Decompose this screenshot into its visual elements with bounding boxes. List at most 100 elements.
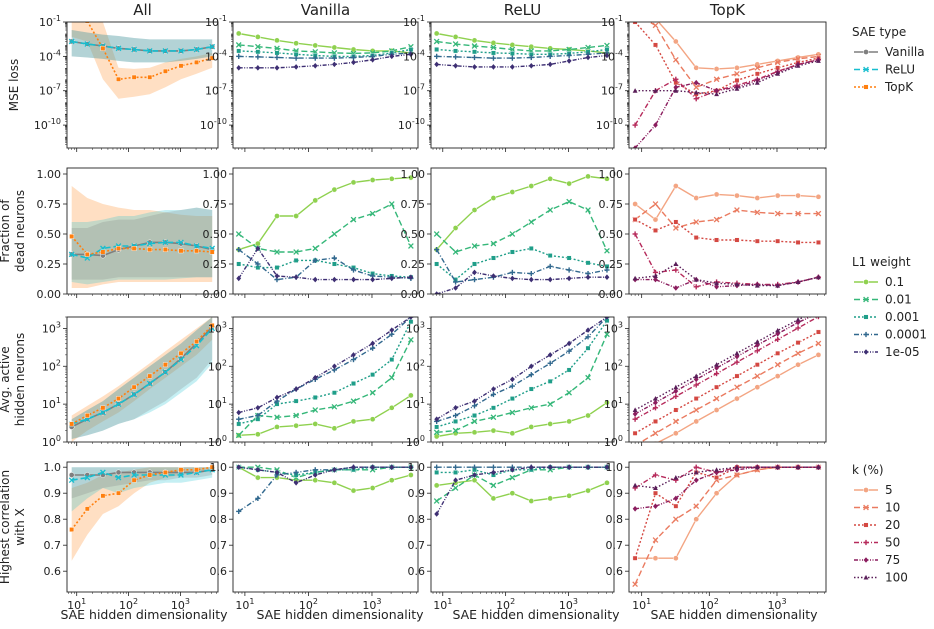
point-topk-50: [795, 325, 801, 331]
point-relu-1e-05: [453, 477, 458, 483]
point-relu-1e-05: [566, 464, 572, 470]
panel-topk-row0: 10-1 10-4 10-7 10-10: [596, 14, 827, 152]
row-label-3-1: with X: [13, 508, 27, 546]
point-vanilla-0.0001: [255, 495, 261, 501]
point-vanilla-0.0001: [293, 55, 299, 61]
point-vanilla-1e-05: [408, 464, 414, 470]
axes-frame: [232, 167, 419, 295]
point-topk-10: [672, 56, 679, 63]
point-topk-10: [774, 210, 781, 217]
point-relu-0.001: [434, 424, 440, 430]
axes-frame: [628, 316, 827, 443]
point-topk-100: [673, 88, 679, 93]
point-relu-0.0001: [490, 464, 497, 470]
point-relu-0.1: [547, 175, 554, 182]
point-relu-0.0001: [471, 464, 478, 470]
y-tick-label: 0.00: [203, 288, 228, 301]
point-vanilla-0.1: [388, 175, 395, 182]
y-tick-label: 0.25: [401, 258, 426, 271]
point-relu-0.0001: [528, 54, 534, 61]
point-relu-0.01: [433, 498, 440, 504]
legend-item: 0.0001: [885, 328, 927, 342]
point-topk-5: [795, 192, 801, 199]
point-relu: [115, 474, 122, 481]
row-label-2-1: hidden neurons: [13, 333, 27, 426]
point-vanilla-0.1: [255, 431, 261, 438]
point-vanilla-0.1: [331, 44, 338, 51]
line-vanilla-0.01: [238, 339, 412, 436]
point-topk-20: [734, 237, 740, 243]
point-topk: [194, 339, 199, 344]
point-topk-10: [693, 503, 700, 510]
point-relu: [100, 469, 106, 476]
point-vanilla-0.0001: [274, 54, 280, 61]
point-relu-0.001: [547, 378, 553, 384]
point-relu-1e-05: [604, 52, 610, 59]
line-topk-100: [635, 466, 819, 489]
point-topk: [84, 251, 90, 257]
point-topk-5: [693, 516, 700, 523]
point-vanilla-0.001: [236, 421, 242, 427]
line-relu: [71, 469, 213, 481]
point-vanilla-0.01: [274, 45, 280, 52]
x-tick-label: 101: [632, 597, 651, 612]
point-topk-20: [795, 239, 801, 245]
point-topk-100: [673, 475, 679, 480]
point-topk-10: [734, 384, 740, 391]
y-tick-label: 0.9: [210, 487, 228, 500]
point-vanilla-0.1: [369, 485, 376, 491]
y-tick-label: 10-4: [205, 48, 227, 63]
point-vanilla-0.0001: [293, 469, 299, 475]
line-topk-5: [657, 22, 819, 70]
line-vanilla-0.01: [238, 44, 412, 55]
y-tick-label: 10-1: [403, 14, 425, 29]
band-vanilla: [71, 317, 213, 439]
point-topk: [100, 45, 106, 51]
line-vanilla-0.0001: [238, 317, 412, 420]
point-topk-75: [673, 285, 679, 291]
point-vanilla-0.001: [236, 261, 242, 267]
point-vanilla-0.1: [408, 174, 414, 181]
point-relu-0.01: [528, 219, 535, 225]
line-relu-0.1: [436, 479, 608, 502]
point-topk-100: [795, 63, 801, 68]
point-topk-5: [633, 443, 638, 448]
y-tick-label: 10-10: [200, 117, 227, 132]
legend-item: TopK: [884, 80, 914, 94]
point-relu-0.01: [490, 44, 497, 51]
point-topk-100: [816, 274, 821, 280]
band-topk: [71, 22, 213, 99]
line-relu-0.1: [436, 32, 608, 54]
point-topk: [209, 249, 215, 255]
line-relu-0.01: [436, 200, 608, 253]
point-relu-0.1: [528, 424, 535, 430]
point-relu-0.001: [453, 48, 458, 54]
point-relu-0.1: [509, 430, 516, 437]
point-vanilla-1e-05: [389, 53, 395, 60]
point-relu-0.0001: [490, 391, 497, 398]
point-topk-50: [693, 96, 699, 102]
point-relu-0.0001: [452, 279, 459, 285]
point-vanilla-1e-05: [370, 464, 376, 470]
point-topk-100: [795, 279, 801, 284]
point-vanilla-1e-05: [236, 409, 242, 416]
point-relu-1e-05: [547, 352, 553, 358]
point-relu-0.0001: [528, 271, 534, 277]
point-topk-50: [673, 393, 679, 400]
point-vanilla-0.1: [255, 474, 261, 481]
y-tick-label: 100: [42, 434, 61, 449]
line-topk-100: [635, 60, 819, 95]
point-vanilla-0.01: [350, 398, 357, 404]
line-vanilla: [71, 469, 213, 476]
point-vanilla-0.0001: [255, 412, 261, 419]
point-relu-0.01: [528, 404, 535, 411]
panel-topk-row2: 100 101 102 103: [604, 316, 827, 449]
point-vanilla-1e-05: [331, 363, 337, 370]
point-topk-10: [693, 407, 700, 413]
point-vanilla-1e-05: [389, 327, 395, 333]
legend-marker: [863, 279, 869, 285]
point-vanilla-0.01: [388, 201, 395, 207]
y-tick-label: 100: [208, 434, 227, 449]
line-relu-0.001: [436, 247, 608, 281]
point-vanilla-0.0001: [350, 267, 357, 273]
